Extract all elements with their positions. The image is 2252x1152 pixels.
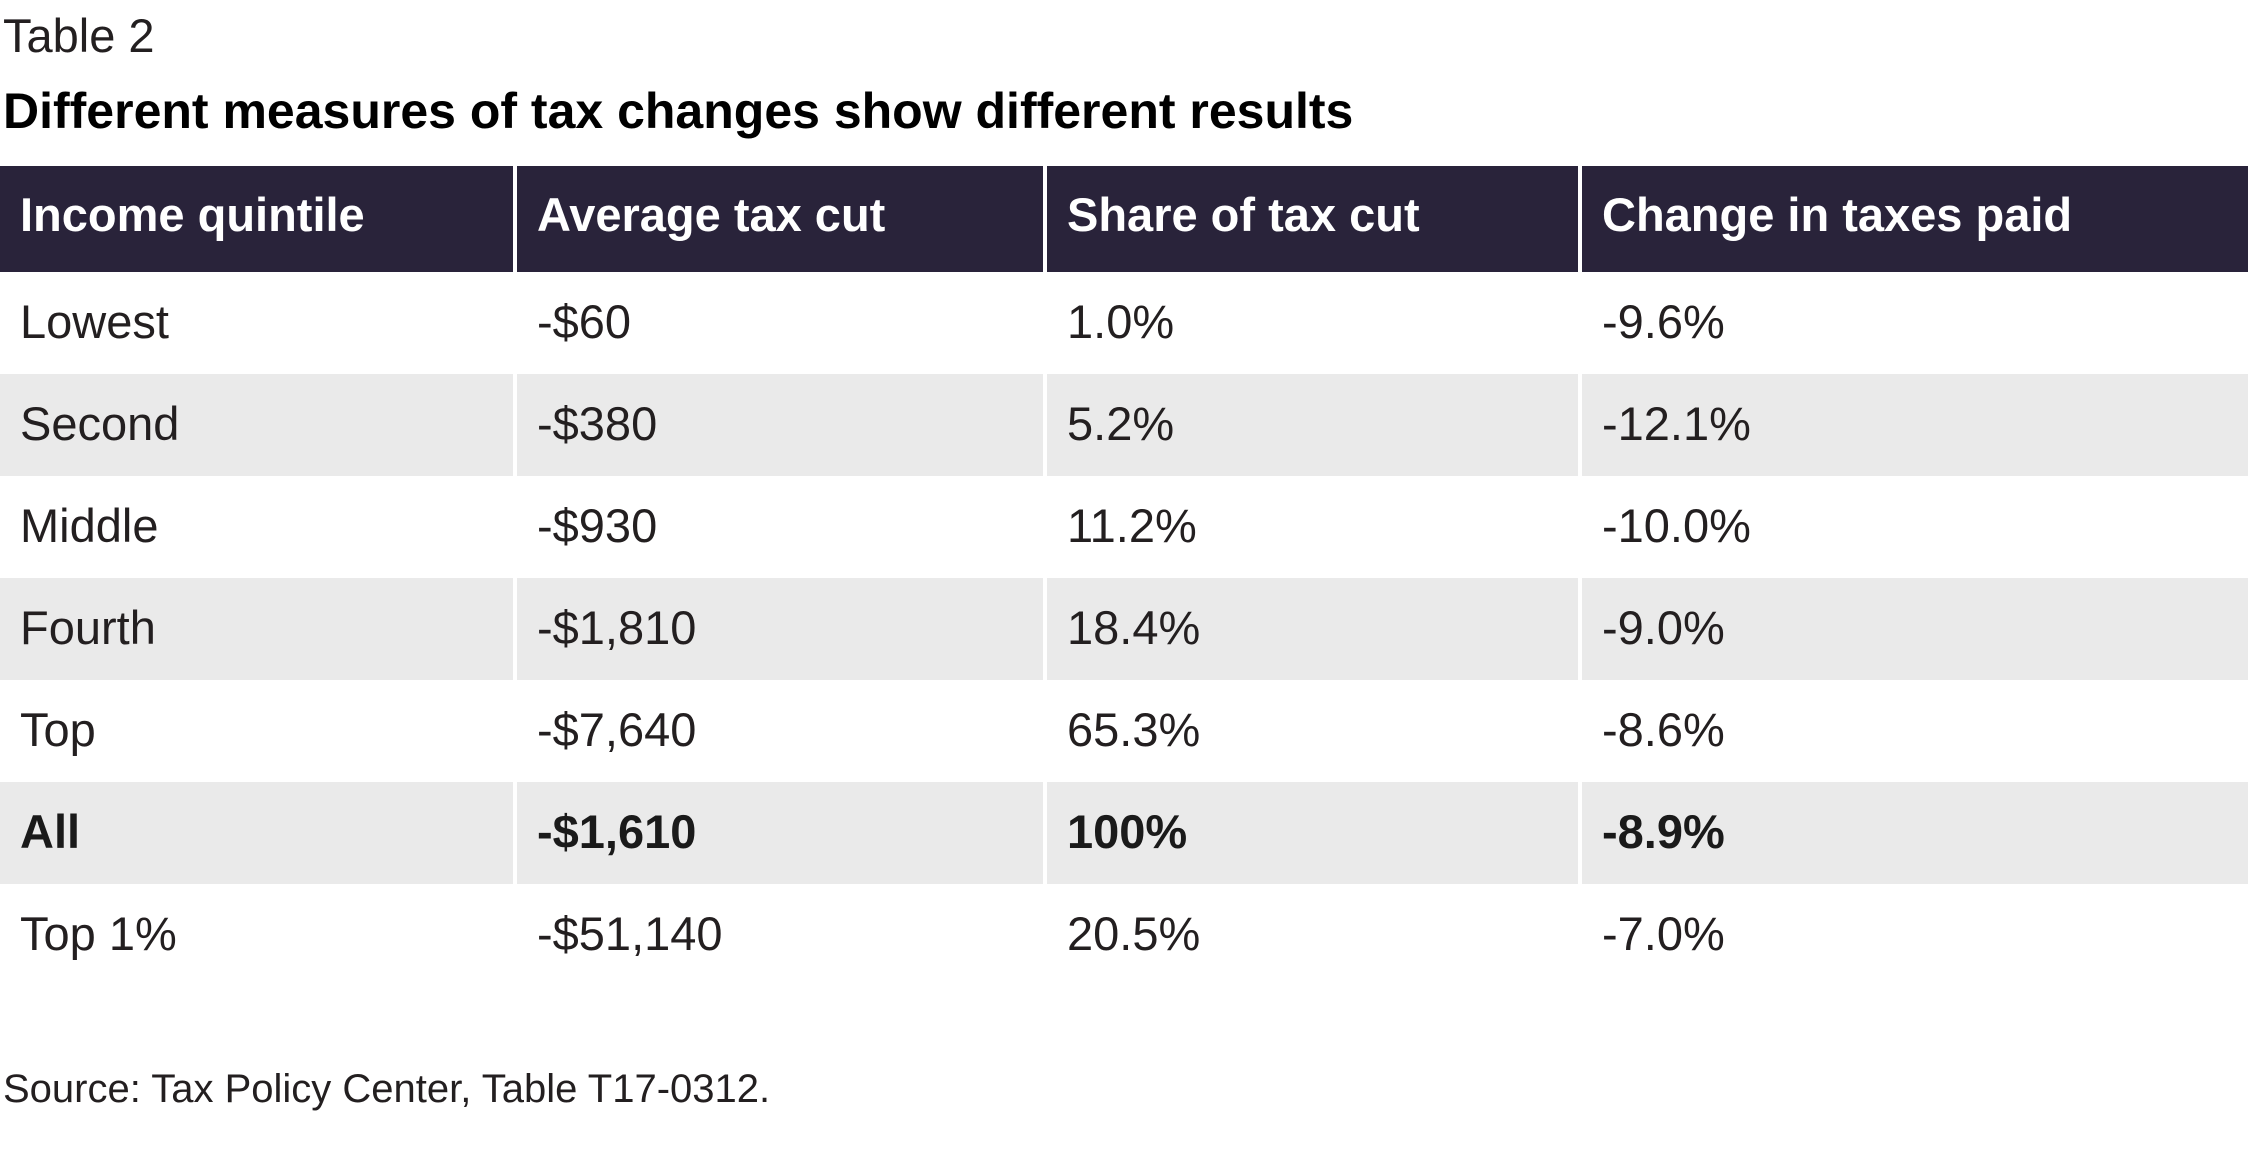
average-tax-cut-cell: -$930 — [513, 476, 1045, 578]
header-average-tax-cut: Average tax cut — [513, 166, 1045, 272]
header-change-in-taxes-paid: Change in taxes paid — [1578, 166, 2248, 272]
quintile-cell: Top — [20, 702, 96, 756]
quintile-cell: Top 1% — [20, 906, 177, 960]
share-of-tax-cut-cell: 18.4% — [1043, 578, 1580, 680]
share-of-tax-cut-cell: 65.3% — [1043, 680, 1580, 782]
source-note: Source: Tax Policy Center, Table T17-031… — [3, 1067, 771, 1111]
table-label: Table 2 — [3, 9, 155, 62]
table-row: Second -$380 5.2% -12.1% — [0, 374, 2248, 476]
header-share-of-tax-cut: Share of tax cut — [1043, 166, 1580, 272]
table-row: Middle -$930 11.2% -10.0% — [0, 476, 2248, 578]
change-in-taxes-cell: -9.6% — [1578, 272, 2248, 374]
total-row: All -$1,610 100% -8.9% — [0, 782, 2248, 884]
change-in-taxes-cell: -10.0% — [1578, 476, 2248, 578]
average-tax-cut-cell: -$51,140 — [513, 884, 1045, 986]
change-in-taxes-cell: -7.0% — [1578, 884, 2248, 986]
share-of-tax-cut-cell: 100% — [1043, 782, 1580, 884]
change-in-taxes-cell: -12.1% — [1578, 374, 2248, 476]
table-row: Lowest -$60 1.0% -9.6% — [0, 272, 2248, 374]
change-in-taxes-cell: -8.9% — [1578, 782, 2248, 884]
average-tax-cut-cell: -$380 — [513, 374, 1045, 476]
table-row: Top -$7,640 65.3% -8.6% — [0, 680, 2248, 782]
quintile-cell: All — [0, 782, 515, 884]
quintile-cell: Middle — [20, 498, 159, 552]
table-row: Top 1% -$51,140 20.5% -7.0% — [0, 884, 2248, 986]
share-of-tax-cut-cell: 20.5% — [1043, 884, 1580, 986]
quintile-cell: Lowest — [20, 294, 169, 348]
header-row: Income quintile Average tax cut Share of… — [0, 166, 2248, 272]
average-tax-cut-cell: -$1,610 — [513, 782, 1045, 884]
quintile-cell: Second — [0, 374, 515, 476]
quintile-cell: Fourth — [0, 578, 515, 680]
change-in-taxes-cell: -9.0% — [1578, 578, 2248, 680]
share-of-tax-cut-cell: 1.0% — [1043, 272, 1580, 374]
tax-table: Income quintile Average tax cut Share of… — [0, 166, 2248, 986]
header-income-quintile: Income quintile — [0, 166, 515, 272]
share-of-tax-cut-cell: 11.2% — [1043, 476, 1580, 578]
change-in-taxes-cell: -8.6% — [1578, 680, 2248, 782]
average-tax-cut-cell: -$7,640 — [513, 680, 1045, 782]
table-title: Different measures of tax changes show d… — [3, 83, 1354, 139]
average-tax-cut-cell: -$60 — [513, 272, 1045, 374]
share-of-tax-cut-cell: 5.2% — [1043, 374, 1580, 476]
average-tax-cut-cell: -$1,810 — [513, 578, 1045, 680]
table-row: Fourth -$1,810 18.4% -9.0% — [0, 578, 2248, 680]
